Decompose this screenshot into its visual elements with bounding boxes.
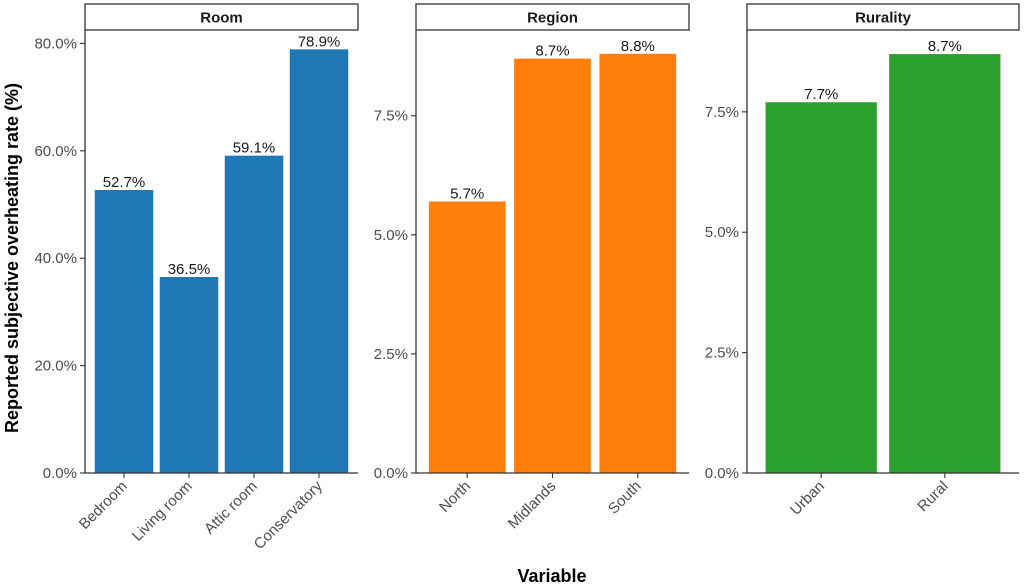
bar xyxy=(159,277,219,473)
data-label: 36.5% xyxy=(168,261,211,278)
y-tick-label: 0.0% xyxy=(374,465,408,482)
bar xyxy=(889,54,1001,474)
bar xyxy=(765,102,877,473)
x-tick-label: Conservatory xyxy=(251,477,326,552)
panel-room: Room 52.7% Bedroom 36.5% Living room 59.1% Att… xyxy=(34,3,359,553)
data-label: 7.7% xyxy=(804,86,838,103)
data-label: 5.7% xyxy=(450,185,484,202)
axis-lines xyxy=(84,30,358,474)
facet-strip xyxy=(415,3,690,31)
facet-strip xyxy=(84,3,359,31)
axis-lines xyxy=(415,30,689,474)
bar xyxy=(428,201,506,473)
x-tick-label: North xyxy=(436,478,474,516)
data-label: 8.7% xyxy=(928,38,962,55)
y-tick-label: 0.0% xyxy=(705,465,739,482)
y-tick-label: 20.0% xyxy=(34,358,77,375)
y-tick-label: 2.5% xyxy=(374,346,408,363)
x-tick-label: South xyxy=(605,478,645,518)
x-tick-label: Living room xyxy=(129,478,196,545)
data-label: 78.9% xyxy=(298,33,341,50)
y-tick-label: 0.0% xyxy=(43,465,77,482)
x-tick-label: Urban xyxy=(787,478,828,519)
bar xyxy=(514,58,591,473)
bar xyxy=(599,53,677,474)
data-label: 59.1% xyxy=(233,140,276,157)
facet-strip xyxy=(746,3,1020,31)
x-tick-label: Rural xyxy=(914,478,951,515)
facet-title: Region xyxy=(527,10,578,27)
bar xyxy=(224,155,284,473)
y-tick-label: 80.0% xyxy=(34,35,77,52)
panels-layer: Room 52.7% Bedroom 36.5% Living room 59.1% Att… xyxy=(34,3,1020,553)
facet-title: Rurality xyxy=(855,10,912,27)
x-tick-label: Midlands xyxy=(505,478,559,532)
x-tick-label: Bedroom xyxy=(76,478,131,533)
y-tick-label: 2.5% xyxy=(705,345,739,362)
x-tick-label: Attic room xyxy=(201,478,261,538)
data-label: 8.7% xyxy=(535,43,569,60)
data-label: 52.7% xyxy=(103,174,146,191)
bar xyxy=(289,49,349,474)
y-tick-label: 7.5% xyxy=(705,104,739,121)
y-axis-title: Reported subjective overheating rate (%) xyxy=(2,83,22,433)
panel-rurality: Rurality 7.7% Urban 8.7% Rural 0.0% 2.5% 5.0% 7.… xyxy=(705,3,1020,519)
data-label: 8.8% xyxy=(621,38,655,55)
facet-title: Room xyxy=(200,10,243,27)
bar xyxy=(94,190,154,473)
y-tick-label: 5.0% xyxy=(374,227,408,244)
y-tick-label: 60.0% xyxy=(34,143,77,160)
y-tick-label: 7.5% xyxy=(374,108,408,125)
y-tick-label: 40.0% xyxy=(34,250,77,267)
axis-lines xyxy=(746,30,1019,474)
y-tick-label: 5.0% xyxy=(705,224,739,241)
x-axis-title: Variable xyxy=(517,566,586,586)
panel-region: Region 5.7% North 8.7% Midlands 8.8% South 0.0%… xyxy=(374,3,690,532)
